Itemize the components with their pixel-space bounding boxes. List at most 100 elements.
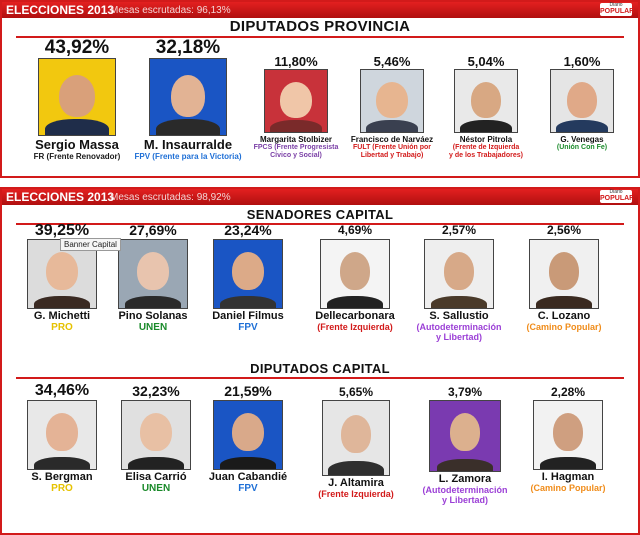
candidate-party: y Libertad) — [441, 495, 488, 506]
candidate-photo — [149, 58, 227, 136]
candidate-card: 2,57% S. Sallustio (Autodeterminación y … — [404, 222, 514, 343]
section-title-diputados-capital: DIPUTADOS CAPITAL — [250, 361, 390, 376]
candidate-photo — [38, 58, 116, 136]
candidate-photo — [121, 400, 191, 470]
section-divider — [16, 377, 624, 379]
percentage: 34,46% — [34, 382, 90, 399]
candidate-name: Sergio Massa — [35, 137, 119, 152]
candidate-name: M. Insaurralde — [143, 137, 233, 152]
candidate-card: 1,60% G. Venegas (Unión Con Fe) — [532, 54, 632, 152]
mesas-escrutadas: Mesas escrutadas: 98,92% — [110, 192, 231, 203]
candidate-photo — [213, 400, 283, 470]
candidate-name: J. Altamira — [328, 477, 384, 489]
candidate-card: 5,46% Francisco de Narváez FULT (Frente … — [342, 54, 442, 160]
candidate-party: (Camino Popular) — [526, 322, 602, 332]
percentage: 2,57% — [441, 223, 477, 237]
candidate-party: FULT (Frente Unión por — [352, 144, 432, 151]
percentage: 39,25% — [34, 222, 90, 239]
candidate-photo — [27, 400, 97, 470]
candidate-party: FPCS (Frente Progresista — [253, 144, 339, 151]
candidate-photo — [322, 400, 390, 476]
section-divider — [16, 36, 624, 38]
candidate-name: Margarita Stolbizer — [259, 135, 332, 144]
candidate-name: G. Venegas — [560, 135, 604, 144]
percentage: 32,18% — [155, 37, 221, 58]
candidate-party: Cívico y Social) — [270, 152, 322, 160]
candidate-name: Néstor Pitrola — [459, 135, 513, 144]
percentage: 32,23% — [132, 383, 180, 399]
diario-popular-logo: Diario POPULAR — [600, 189, 635, 203]
percentage: 5,46% — [373, 54, 411, 69]
candidate-party: (Camino Popular) — [530, 483, 606, 493]
candidate-name: L. Zamora — [438, 473, 492, 485]
candidate-party: (Autodeterminación — [416, 322, 502, 332]
header-bar: ELECCIONES 2013 Mesas escrutadas: 98,92%… — [2, 189, 638, 205]
percentage: 2,56% — [546, 223, 582, 237]
candidate-party: FPV — [238, 322, 258, 333]
percentage: 11,80% — [274, 54, 318, 69]
candidate-card: 23,24% Daniel Filmus FPV — [198, 222, 298, 334]
candidate-photo — [360, 69, 424, 133]
candidate-card: 2,56% C. Lozano (Camino Popular) — [514, 222, 614, 332]
candidate-photo — [264, 69, 328, 133]
candidate-card: 34,46% S. Bergman PRO — [12, 382, 112, 495]
percentage: 2,28% — [550, 385, 586, 399]
candidate-name: G. Michetti — [33, 310, 91, 322]
percentage: 23,24% — [224, 222, 272, 238]
candidate-name: Pino Solanas — [118, 310, 188, 322]
candidate-party: (Frente Izquierda) — [318, 489, 394, 499]
candidate-card: 32,18% M. Insaurralde FPV (Frente para l… — [128, 37, 248, 162]
candidate-photo — [454, 69, 518, 133]
candidate-party: Libertad y Trabajo) — [360, 152, 424, 160]
section-divider — [16, 223, 624, 225]
candidate-photo — [533, 400, 603, 470]
candidate-photo — [529, 239, 599, 309]
banner-tooltip: Banner Capital — [60, 238, 121, 251]
candidate-name: Juan Cabandié — [208, 471, 288, 483]
candidate-photo — [118, 239, 188, 309]
candidate-card: 21,59% Juan Cabandié FPV — [196, 382, 300, 495]
candidate-card: 43,92% Sergio Massa FR (Frente Renovador… — [22, 37, 132, 162]
percentage: 27,69% — [129, 222, 177, 238]
candidate-card: 32,23% Elisa Carrió UNEN — [106, 382, 206, 495]
candidate-name: S. Bergman — [31, 471, 93, 483]
candidate-party: PRO — [51, 483, 73, 494]
panel-diputados-provincia: ELECCIONES 2013 Mesas escrutadas: 96,13%… — [0, 0, 640, 178]
header-bar: ELECCIONES 2013 Mesas escrutadas: 96,13%… — [2, 2, 638, 18]
section-title-diputados-provincia: DIPUTADOS PROVINCIA — [229, 18, 411, 35]
percentage: 43,92% — [44, 37, 110, 58]
candidate-party: FPV (Frente para la Victoria) — [134, 152, 242, 161]
candidate-photo — [424, 239, 494, 309]
candidate-name: Daniel Filmus — [212, 310, 284, 322]
candidate-party: PRO — [51, 322, 73, 333]
candidate-card: 2,28% I. Hagman (Camino Popular) — [518, 384, 618, 493]
diario-popular-logo: Diario POPULAR — [600, 2, 635, 16]
candidate-name: C. Lozano — [537, 310, 591, 322]
candidate-photo — [429, 400, 501, 472]
percentage: 5,65% — [338, 385, 374, 399]
candidate-name: Francisco de Narváez — [350, 135, 434, 144]
candidate-name: I. Hagman — [541, 471, 595, 483]
candidate-photo — [320, 239, 390, 309]
candidate-name: Elisa Carrió — [125, 471, 187, 483]
candidate-card: 5,04% Néstor Pitrola (Frente de Izquierd… — [436, 54, 536, 160]
percentage: 1,60% — [563, 54, 601, 69]
percentage: 21,59% — [224, 383, 272, 399]
candidate-card: 4,69% Dellecarbonara (Frente Izquierda) — [300, 222, 410, 332]
candidate-party: FR (Frente Renovador) — [33, 152, 121, 161]
candidate-party: y Libertad) — [435, 332, 482, 343]
header-title: ELECCIONES 2013 — [6, 190, 115, 204]
percentage: 4,69% — [337, 223, 373, 237]
candidate-card: 3,79% L. Zamora (Autodeterminación y Lib… — [410, 384, 520, 506]
percentage: 3,79% — [447, 385, 483, 399]
candidate-party: FPV — [238, 483, 258, 494]
candidate-photo — [550, 69, 614, 133]
candidate-party: (Frente de Izquierda — [452, 144, 520, 151]
candidate-party: y de los Trabajadores) — [449, 152, 523, 160]
candidate-card: 11,80% Margarita Stolbizer FPCS (Frente … — [246, 54, 346, 160]
candidate-card: 5,65% J. Altamira (Frente Izquierda) — [304, 384, 408, 499]
header-title: ELECCIONES 2013 — [6, 3, 115, 17]
section-title-senadores-capital: SENADORES CAPITAL — [246, 207, 394, 222]
mesas-escrutadas: Mesas escrutadas: 96,13% — [110, 5, 231, 16]
percentage: 5,04% — [467, 54, 505, 69]
